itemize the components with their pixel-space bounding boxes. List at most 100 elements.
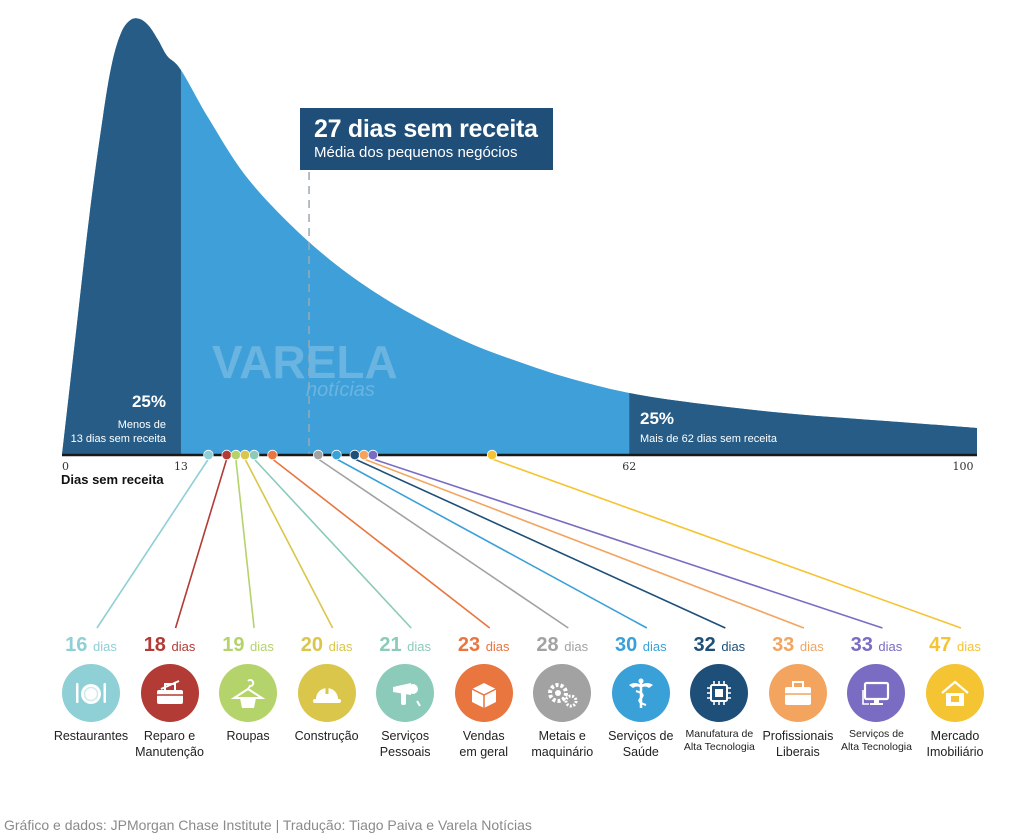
sector-leader-line <box>317 458 569 629</box>
sector-name: Vendas em geral <box>436 728 532 760</box>
x-axis-title: Dias sem receita <box>61 472 164 487</box>
sector-item: 20 dias Construção <box>279 634 375 744</box>
boxes-icon <box>454 664 513 722</box>
sector-item: 30 dias Serviços de Saúde <box>593 634 689 760</box>
sector-dot <box>267 449 278 461</box>
x-axis-ticks: 0 13 62 100 <box>62 460 974 473</box>
sector-name: Profissionais Liberais <box>750 728 846 760</box>
x-tick-label-100: 100 <box>953 460 974 473</box>
top-quartile-percent: 25% <box>640 409 675 428</box>
distribution-area <box>62 18 977 455</box>
caduceus-icon <box>611 664 670 722</box>
sector-name-line: Construção <box>294 729 359 743</box>
sector-dots <box>203 449 498 461</box>
x-tick-label-62: 62 <box>622 460 636 473</box>
bottom-quartile-percent: 25% <box>131 392 166 411</box>
sector-days-unit: dias <box>956 639 981 654</box>
sector-days-unit: dias <box>564 639 589 654</box>
sector-name: Restaurantes <box>43 728 139 744</box>
sector-item: 47 dias Mercado Imobiliário <box>907 634 1003 760</box>
bottom-quartile-band <box>62 18 181 455</box>
sector-item: 32 dias Manufatura de Alta Tecnologia <box>671 634 767 754</box>
sector-name-line: Liberais <box>776 745 820 759</box>
sector-name: Serviços de Saúde <box>593 728 689 760</box>
sector-days-value: 33 <box>772 634 800 656</box>
sector-days-value: 21 <box>379 634 408 656</box>
sector-name-line: Restaurantes <box>53 729 129 743</box>
sector-days-value: 28 <box>536 634 565 656</box>
sector-days-value: 23 <box>457 634 486 656</box>
sector-dot <box>331 449 342 461</box>
sector-days-unit: dias <box>250 639 274 654</box>
sector-days-value: 30 <box>614 634 643 656</box>
house-for-sale-icon <box>926 664 984 722</box>
sector-item: 19 dias Roupas <box>200 634 296 744</box>
sector-days-unit: dias <box>92 639 117 654</box>
sector-name-line: Imobiliário <box>926 745 984 759</box>
top-quartile-band <box>629 18 977 455</box>
hard-hat-icon <box>297 664 356 722</box>
sector-name-line: Profissionais <box>762 729 834 743</box>
sector-name: Serviços Pessoais <box>357 728 453 760</box>
bottom-quartile-text-line1: Menos de <box>117 419 166 431</box>
briefcase-icon <box>768 664 827 722</box>
sector-name-line: Reparo e <box>143 729 196 743</box>
sector-days: 28 dias <box>514 634 610 658</box>
sector-item: 18 dias Reparo e Manutenção <box>122 634 218 760</box>
sector-days-unit: dias <box>407 639 431 654</box>
plate-cutlery-icon <box>62 664 120 722</box>
average-callout-subtitle: Média dos pequenos negócios <box>314 144 518 161</box>
sector-days-value: 47 <box>929 634 957 656</box>
sector-leader-line <box>271 458 491 629</box>
sector-days-unit: dias <box>799 639 824 654</box>
sector-dot <box>358 449 370 461</box>
sector-leader-lines <box>96 458 962 629</box>
sector-days: 47 dias <box>907 634 1003 658</box>
sector-days: 30 dias <box>593 634 689 658</box>
sector-days-value: 33 <box>850 634 879 656</box>
sector-name: Manufatura de Alta Tecnologia <box>671 728 767 754</box>
sector-name-line: Pessoais <box>379 745 431 759</box>
watermark-text: VARELA <box>212 336 398 388</box>
sector-dot <box>248 449 260 461</box>
sector-leader-line <box>244 458 334 629</box>
sector-name-line: Serviços de <box>608 729 674 743</box>
computer-monitor-icon <box>847 664 906 722</box>
sector-name-line: Serviços de <box>849 728 904 740</box>
sector-leader-line <box>372 458 883 629</box>
sector-dot <box>349 449 361 461</box>
microchip-icon <box>690 664 749 722</box>
sector-days-value: 32 <box>693 634 722 656</box>
x-tick-label-0: 0 <box>62 460 69 473</box>
sector-days-value: 19 <box>222 634 251 656</box>
bottom-quartile-text-line2: 13 dias sem receita <box>70 433 166 445</box>
top-quartile-text: Mais de 62 dias sem receita <box>640 433 777 445</box>
sector-name-line: maquinário <box>531 745 594 759</box>
sector-days: 32 dias <box>671 634 767 658</box>
clothes-hanger-icon <box>219 664 278 722</box>
x-tick-label-13: 13 <box>174 460 188 473</box>
average-callout-title: 27 dias sem receita <box>314 115 538 143</box>
sector-days: 19 dias <box>200 634 296 658</box>
sector-leader-line <box>96 458 210 629</box>
sector-dot <box>221 449 232 461</box>
sector-name: Mercado Imobiliário <box>907 728 1003 760</box>
sector-item: 16 dias Restaurantes <box>43 634 139 744</box>
sector-name-line: Metais e <box>538 729 586 743</box>
sector-leader-line <box>174 458 228 629</box>
sector-dot <box>486 449 498 461</box>
top-quartile-label: 25% Mais de 62 dias sem receita <box>640 409 777 446</box>
sector-days: 33 dias <box>750 634 846 658</box>
sector-dot <box>367 449 379 461</box>
sector-name: Reparo e Manutenção <box>122 728 218 760</box>
sector-days: 23 dias <box>436 634 532 658</box>
watermark: VARELA notícias <box>212 336 398 401</box>
sector-days-unit: dias <box>721 639 746 654</box>
gears-icon <box>533 664 592 722</box>
sector-item: 21 dias Serviços Pessoais <box>357 634 453 760</box>
sector-name-line: Vendas <box>462 729 505 743</box>
sector-leader-line <box>363 458 805 629</box>
average-callout: 27 dias sem receita Média dos pequenos n… <box>300 108 553 170</box>
sector-leader-line <box>253 458 412 629</box>
sector-days: 18 dias <box>122 634 218 658</box>
